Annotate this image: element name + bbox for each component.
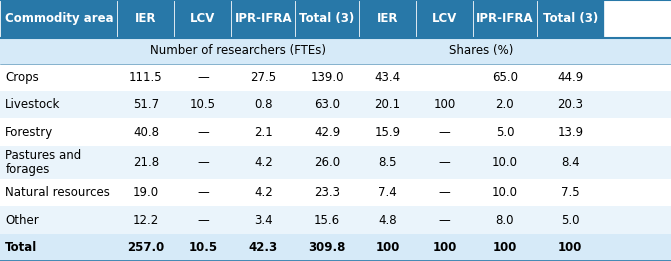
- Text: 139.0: 139.0: [311, 71, 344, 84]
- Text: 23.3: 23.3: [314, 186, 340, 199]
- Text: forages: forages: [5, 163, 50, 176]
- Bar: [0, 91, 671, 118]
- Bar: [174, 0, 231, 38]
- Text: 10.0: 10.0: [492, 156, 518, 169]
- Text: 42.3: 42.3: [249, 241, 278, 254]
- Text: 2.0: 2.0: [496, 98, 514, 111]
- Text: Shares (%): Shares (%): [450, 44, 513, 57]
- Bar: [0, 64, 671, 91]
- Text: —: —: [197, 71, 209, 84]
- Bar: [537, 0, 604, 38]
- Text: Pastures and: Pastures and: [5, 149, 82, 162]
- Text: —: —: [197, 126, 209, 139]
- Text: 13.9: 13.9: [558, 126, 583, 139]
- Text: —: —: [197, 156, 209, 169]
- Text: 4.8: 4.8: [378, 213, 397, 227]
- Bar: [295, 0, 359, 38]
- Bar: [0, 146, 671, 179]
- Text: 19.0: 19.0: [133, 186, 159, 199]
- Text: —: —: [197, 213, 209, 227]
- Bar: [231, 0, 295, 38]
- Text: 100: 100: [375, 241, 400, 254]
- Bar: [473, 0, 537, 38]
- Text: 44.9: 44.9: [557, 71, 584, 84]
- Text: 63.0: 63.0: [314, 98, 340, 111]
- Text: Commodity area: Commodity area: [5, 12, 114, 25]
- Text: 51.7: 51.7: [133, 98, 159, 111]
- Text: 2.1: 2.1: [254, 126, 272, 139]
- Text: 0.8: 0.8: [254, 98, 272, 111]
- Text: 3.4: 3.4: [254, 213, 272, 227]
- Text: 4.2: 4.2: [254, 156, 272, 169]
- Text: Natural resources: Natural resources: [5, 186, 110, 199]
- Text: 21.8: 21.8: [133, 156, 159, 169]
- Text: —: —: [439, 156, 450, 169]
- Bar: [0, 179, 671, 206]
- Text: 257.0: 257.0: [127, 241, 164, 254]
- Text: IER: IER: [135, 12, 157, 25]
- Text: 42.9: 42.9: [314, 126, 340, 139]
- Text: IPR-IFRA: IPR-IFRA: [235, 12, 292, 25]
- Text: 12.2: 12.2: [133, 213, 159, 227]
- Text: 43.4: 43.4: [374, 71, 401, 84]
- Text: 15.6: 15.6: [314, 213, 340, 227]
- Text: Forestry: Forestry: [5, 126, 54, 139]
- Text: IER: IER: [376, 12, 399, 25]
- Text: 100: 100: [432, 241, 457, 254]
- Text: Total (3): Total (3): [543, 12, 598, 25]
- Bar: [0, 0, 117, 38]
- Bar: [117, 0, 174, 38]
- Bar: [0, 206, 671, 234]
- Text: LCV: LCV: [432, 12, 457, 25]
- Text: Total: Total: [5, 241, 38, 254]
- Bar: [0, 118, 671, 146]
- Text: 26.0: 26.0: [314, 156, 340, 169]
- Bar: [0, 234, 671, 261]
- Text: 309.8: 309.8: [309, 241, 346, 254]
- Text: 100: 100: [493, 241, 517, 254]
- Text: 8.5: 8.5: [378, 156, 397, 169]
- Text: 20.1: 20.1: [374, 98, 401, 111]
- Text: 4.2: 4.2: [254, 186, 272, 199]
- Text: 27.5: 27.5: [250, 71, 276, 84]
- Text: 100: 100: [433, 98, 456, 111]
- Text: 10.0: 10.0: [492, 186, 518, 199]
- Text: —: —: [439, 126, 450, 139]
- Text: LCV: LCV: [191, 12, 215, 25]
- Bar: [416, 0, 473, 38]
- Text: Crops: Crops: [5, 71, 39, 84]
- Text: 15.9: 15.9: [374, 126, 401, 139]
- Text: 5.0: 5.0: [496, 126, 514, 139]
- Text: 7.4: 7.4: [378, 186, 397, 199]
- Text: Livestock: Livestock: [5, 98, 61, 111]
- Bar: [0, 38, 671, 64]
- Text: 8.0: 8.0: [496, 213, 514, 227]
- Text: Number of researchers (FTEs): Number of researchers (FTEs): [150, 44, 326, 57]
- Text: 5.0: 5.0: [561, 213, 580, 227]
- Text: 40.8: 40.8: [133, 126, 159, 139]
- Text: —: —: [197, 186, 209, 199]
- Text: 65.0: 65.0: [492, 71, 518, 84]
- Text: 10.5: 10.5: [189, 241, 217, 254]
- Text: —: —: [439, 213, 450, 227]
- Text: 111.5: 111.5: [129, 71, 163, 84]
- Text: 7.5: 7.5: [561, 186, 580, 199]
- Text: 100: 100: [558, 241, 582, 254]
- Text: IPR-IFRA: IPR-IFRA: [476, 12, 533, 25]
- Text: 10.5: 10.5: [190, 98, 216, 111]
- Text: —: —: [439, 186, 450, 199]
- Text: Total (3): Total (3): [299, 12, 355, 25]
- Text: 20.3: 20.3: [558, 98, 583, 111]
- Text: 8.4: 8.4: [561, 156, 580, 169]
- Bar: [359, 0, 416, 38]
- Text: Other: Other: [5, 213, 39, 227]
